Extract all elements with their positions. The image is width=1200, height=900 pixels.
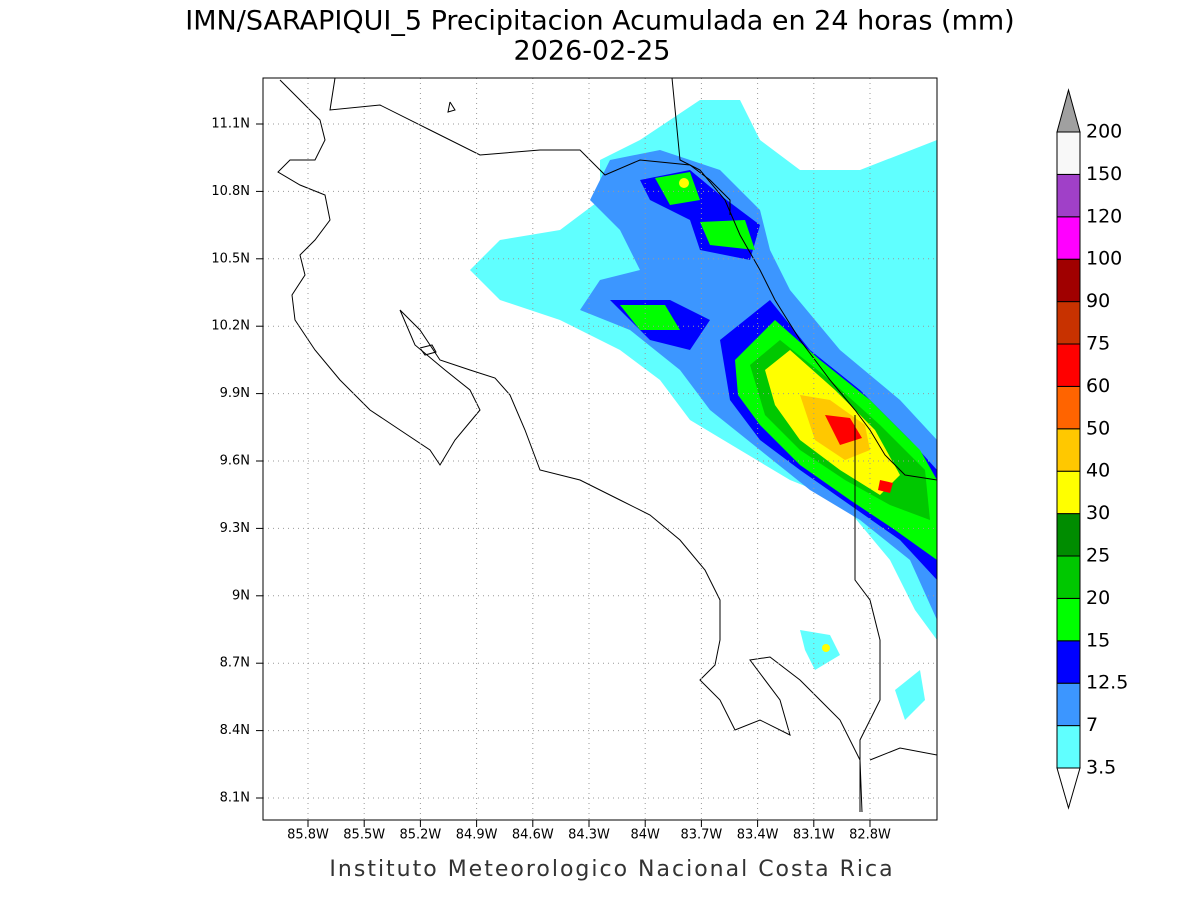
colorbar-label: 60	[1086, 375, 1110, 397]
lat-tick-label: 9.6N	[220, 454, 250, 469]
lon-tick-label: 85.8W	[287, 828, 329, 843]
lon-tick-label: 83.1W	[793, 828, 835, 843]
colorbar-box	[1056, 725, 1081, 769]
colorbar: 3.5 7 12.5 15 20 25 30 40 50 60 75 90 100 120 150 200	[1056, 88, 1128, 810]
precip-area	[895, 670, 925, 720]
colorbar-box	[1056, 216, 1081, 260]
colorbar-label: 15	[1086, 629, 1110, 651]
colorbar-box	[1056, 301, 1081, 345]
colorbar-box	[1056, 258, 1081, 303]
colorbar-label: 30	[1086, 502, 1110, 524]
colorbar-label: 150	[1086, 163, 1122, 185]
lon-tick-label: 82.8W	[849, 828, 891, 843]
lat-tick-label: 10.2N	[211, 319, 250, 334]
lon-tick-label: 84.6W	[512, 828, 554, 843]
caribbean-coast	[671, 78, 937, 481]
colorbar-label: 100	[1086, 248, 1122, 270]
colorbar-label: 40	[1086, 460, 1110, 482]
colorbar-box	[1056, 343, 1081, 387]
map-frame	[262, 77, 938, 821]
lon-tick-label: 84W	[630, 828, 660, 843]
colorbar-label: 12.5	[1086, 672, 1128, 694]
colorbar-label: 20	[1086, 587, 1110, 609]
panama-border	[854, 415, 881, 812]
lake-shore	[447, 101, 456, 113]
colorbar-label: 7	[1086, 714, 1098, 736]
colorbar-label: 25	[1086, 545, 1110, 567]
lon-tick-label: 83.4W	[737, 828, 779, 843]
colorbar-box	[1056, 513, 1081, 557]
title: IMN/SARAPIQUI_5 Precipitacion Acumulada …	[185, 6, 1014, 37]
colorbar-box	[1056, 640, 1081, 684]
lat-tick-label: 10.5N	[211, 251, 250, 266]
lon-tick-label: 84.9W	[456, 828, 498, 843]
panama-coast	[869, 747, 937, 761]
lat-tick-label: 11.1N	[211, 117, 250, 132]
lat-tick-label: 8.1N	[220, 791, 250, 806]
colorbar-label: 90	[1086, 290, 1110, 312]
colorbar-label: 50	[1086, 417, 1110, 439]
gulf-island	[419, 344, 437, 356]
colorbar-box	[1056, 428, 1081, 472]
coastline	[277, 78, 937, 813]
precip-area	[825, 415, 893, 493]
subtitle: 2026-02-25	[514, 36, 671, 67]
lon-tick-label: 85.5W	[343, 828, 385, 843]
nicaragua-border	[329, 78, 731, 215]
precip-area	[822, 644, 830, 652]
precip-area	[679, 178, 689, 188]
precip-area	[800, 630, 840, 670]
colorbar-label: 120	[1086, 205, 1122, 227]
colorbar-box	[1056, 597, 1081, 642]
footer: Instituto Meteorologico Nacional Costa R…	[329, 857, 894, 882]
colorbar-box	[1056, 470, 1081, 515]
colorbar-over	[1056, 88, 1081, 133]
lat-tick-label: 8.4N	[220, 723, 250, 738]
lat-tick-label: 9N	[232, 588, 250, 603]
colorbar-label: 3.5	[1086, 757, 1116, 779]
colorbar-box	[1056, 173, 1081, 218]
colorbar-box	[1056, 131, 1081, 175]
precip-field	[470, 100, 937, 720]
lat-tick-label: 8.7N	[220, 656, 250, 671]
lat-tick-label: 9.9N	[220, 386, 250, 401]
colorbar-label: 75	[1086, 333, 1110, 355]
colorbar-box	[1056, 555, 1081, 599]
colorbar-box	[1056, 385, 1081, 430]
lon-tick-label: 85.2W	[399, 828, 441, 843]
lat-tick-label: 10.8N	[211, 184, 250, 199]
colorbar-under	[1056, 767, 1081, 810]
colorbar-label: 200	[1086, 121, 1122, 143]
grid: 11.1N 10.8N 10.5N 10.2N 9.9N 9.6N 9.3N 9N 8.7N 8.…	[211, 78, 937, 843]
pacific-coast	[277, 79, 863, 813]
lon-tick-label: 83.7W	[680, 828, 722, 843]
lon-tick-label: 84.3W	[568, 828, 610, 843]
colorbar-box	[1056, 682, 1081, 727]
lat-tick-label: 9.3N	[220, 521, 250, 536]
